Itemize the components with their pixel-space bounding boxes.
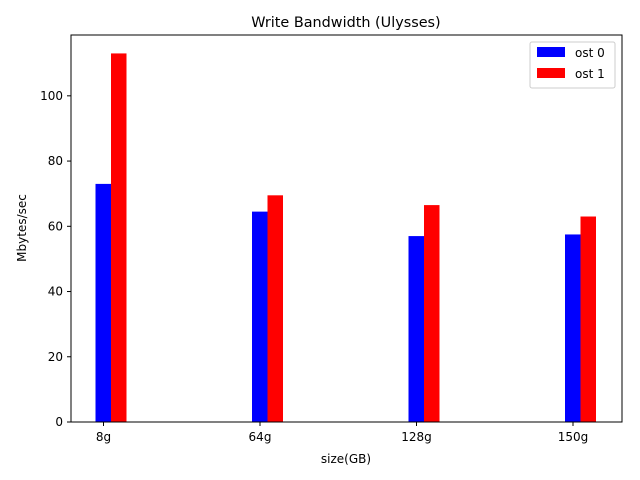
legend-label-ost-0: ost 0 [575,46,605,60]
axes-frame [70,34,623,423]
bar-ost-0-64g [252,211,268,422]
legend-swatch-ost-0 [537,47,565,57]
y-tick-label: 80 [48,154,63,168]
x-tick-label: 8g [96,430,111,444]
bar-ost-1-150g [580,216,596,422]
y-tick-label: 60 [48,219,63,233]
x-tick-label: 150g [558,430,589,444]
x-tick-label: 128g [401,430,432,444]
bar-ost-1-64g [267,195,283,422]
y-tick-label: 40 [48,285,63,299]
y-tick-label: 0 [55,415,63,429]
bar-ost-0-150g [565,234,581,422]
y-tick-label: 100 [40,89,63,103]
bars-group [95,53,596,423]
bar-ost-0-128g [408,236,424,422]
y-axis-ticks: 0 20 40 60 80 100 [40,89,71,429]
x-axis-ticks: 8g 64g 128g 150g [96,422,588,444]
chart-title: Write Bandwidth (Ulysses) [251,15,440,31]
bar-ost-1-128g [424,205,440,422]
x-tick-label: 64g [249,430,272,444]
legend-swatch-ost-1 [537,68,565,78]
bar-ost-0-8g [95,183,111,422]
bar-ost-1-8g [111,53,127,423]
y-axis-label: Mbytes/sec [15,194,29,262]
legend: ost 0 ost 1 [529,41,616,89]
y-tick-label: 20 [48,350,63,364]
legend-label-ost-1: ost 1 [575,67,605,81]
x-axis-label: size(GB) [321,452,371,466]
